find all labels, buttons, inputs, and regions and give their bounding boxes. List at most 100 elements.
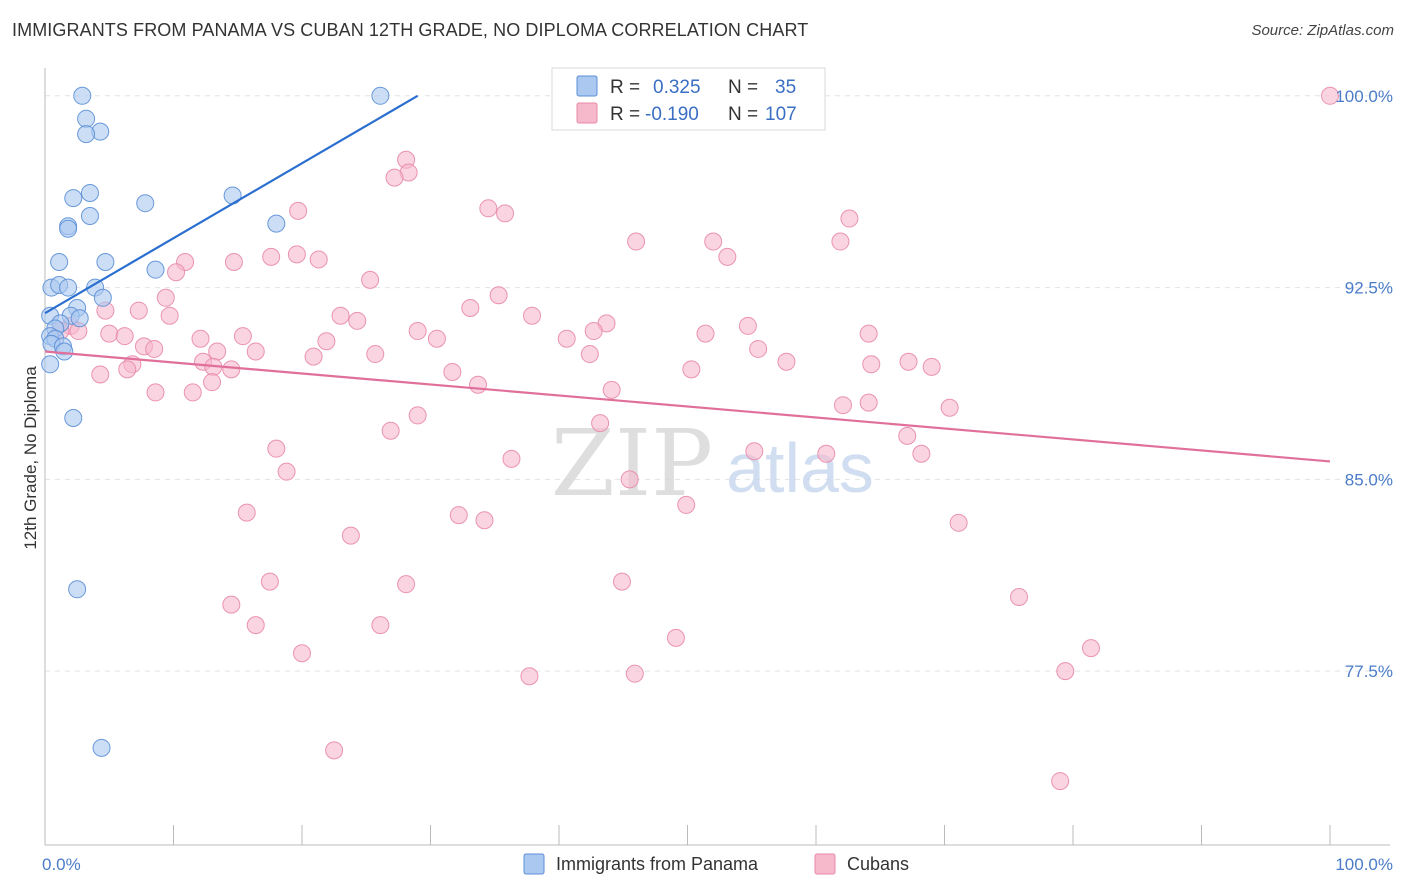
panama-point [64,189,83,208]
panama-point [92,738,111,757]
cubans-points [51,86,1339,791]
panama-point [136,194,155,213]
cubans-point [840,209,859,228]
cubans-point [260,572,279,591]
panama-points [41,86,390,757]
cubans-point [287,245,306,264]
cubans-point [237,503,256,522]
cubans-point [267,439,286,458]
y-tick-label: 92.5% [1345,279,1393,298]
cubans-trend-line [44,350,1331,463]
series-legend-label-cubans: Cubans [847,854,909,874]
chart-title: IMMIGRANTS FROM PANAMA VS CUBAN 12TH GRA… [12,20,809,40]
cubans-point [167,263,186,282]
cubans-point [922,357,941,376]
cubans-point [277,462,296,481]
cubans-point [833,396,852,415]
legend-n-label-panama: N = [728,77,758,98]
cubans-point [408,406,427,425]
cubans-point [469,375,488,394]
legend-n-value-cubans: 107 [765,104,797,125]
cubans-point [502,449,521,468]
cubans-point [627,232,646,251]
watermark-atlas: atlas [726,429,874,507]
series-legend-swatch-panama [523,853,545,875]
cubans-point [666,628,685,647]
cubans-point [408,322,427,341]
cubans-point [443,362,462,381]
panama-point [64,408,83,427]
cubans-point [557,329,576,348]
cubans-point [381,421,400,440]
cubans-point [859,324,878,343]
legend-r-value-cubans: -0.190 [645,104,699,125]
panama-point [371,86,390,105]
cubans-point [718,247,737,266]
panama-point [80,183,99,202]
legend-n-label-cubans: N = [728,104,758,125]
cubans-point [475,511,494,530]
cubans-point [224,253,243,272]
cubans-point [341,526,360,545]
cubans-point [677,495,696,514]
cubans-point [612,572,631,591]
cubans-point [129,301,148,320]
cubans-point [862,355,881,374]
panama-point [80,206,99,225]
legend-swatch-panama [576,75,598,97]
panama-point [41,355,60,374]
cubans-point [325,741,344,760]
cubans-point [489,286,508,305]
cubans-point [940,398,959,417]
cubans-point [246,342,265,361]
cubans-point [580,345,599,364]
grid-lines [45,95,1390,672]
legend-n-value-panama: 35 [775,77,796,98]
cubans-point [118,360,137,379]
cubans-point [331,306,350,325]
cubans-point [222,360,241,379]
cubans-point [233,327,252,346]
panama-point [96,253,115,272]
cubans-point [831,232,850,251]
cubans-point [203,373,222,392]
cubans-point [222,595,241,614]
cubans-point [1321,86,1339,105]
series-legend-label-panama: Immigrants from Panama [556,854,759,874]
cubans-point [625,664,644,683]
cubans-point [183,383,202,402]
panama-trend-line [44,94,419,315]
panama-point [59,219,78,238]
cubans-point [704,232,723,251]
cubans-point [115,327,134,346]
cubans-point [777,352,796,371]
cubans-point [262,247,281,266]
cubans-point [1051,772,1070,791]
cubans-point [317,332,336,351]
cubans-point [91,365,110,384]
cubans-point [397,575,416,594]
cubans-point [1056,662,1075,681]
x-tick-label: 0.0% [42,855,81,874]
cubans-point [745,442,764,461]
cubans-point [100,324,119,343]
panama-point [146,260,165,279]
cubans-point [949,513,968,532]
cubans-point [427,329,446,348]
legend-r-value-panama: 0.325 [653,77,701,98]
cubans-point [371,616,390,635]
trend-lines [44,94,1331,463]
y-axis-label: 12th Grade, No Diploma [21,366,40,550]
cubans-point [1010,587,1029,606]
cubans-point [591,414,610,433]
cubans-point [160,306,179,325]
cubans-point [479,199,498,218]
panama-point [93,288,112,307]
cubans-point [191,329,210,348]
legend-r-label-cubans: R = [610,104,640,125]
cubans-point [898,426,917,445]
panama-point [70,309,89,328]
cubans-point [496,204,515,223]
cubans-point [304,347,323,366]
cubans-point [289,201,308,220]
